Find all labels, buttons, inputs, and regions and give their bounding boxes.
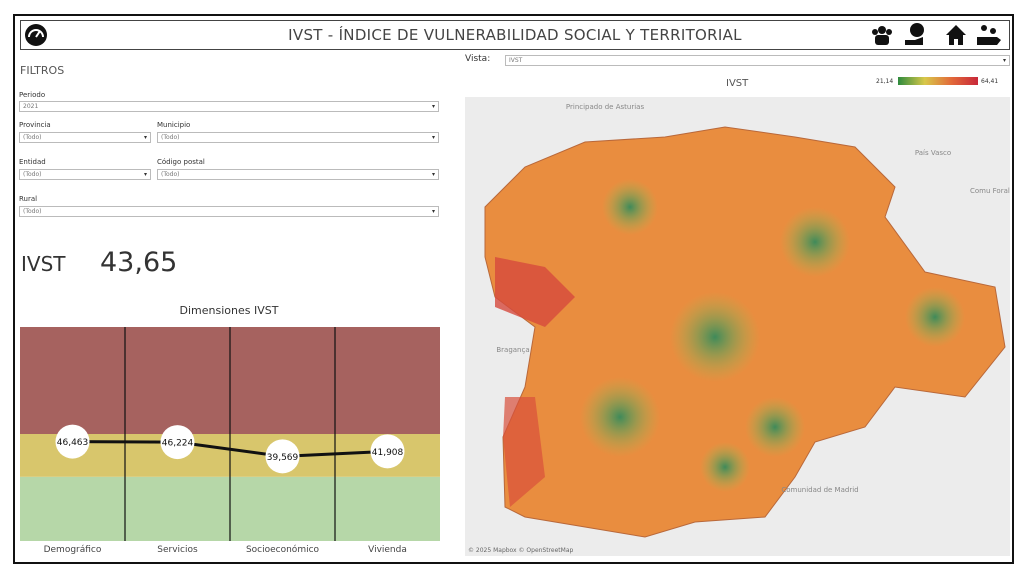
filter-label: Provincia bbox=[19, 121, 51, 129]
attribution: © 2025 Mapbox © OpenStreetMap bbox=[468, 547, 574, 554]
kpi-label: IVST bbox=[21, 252, 66, 276]
chart-title: Dimensiones IVST bbox=[180, 304, 279, 317]
filters-title: FILTROS bbox=[20, 64, 65, 77]
filter-label: Municipio bbox=[157, 121, 191, 129]
value-label: 46,463 bbox=[57, 438, 89, 448]
point bbox=[160, 425, 195, 460]
logo bbox=[25, 24, 47, 46]
x-tick-label: Demográfico bbox=[44, 545, 102, 555]
x-tick-label: Socioeconómico bbox=[246, 544, 320, 555]
kpi-value: 43,65 bbox=[100, 247, 178, 278]
title: IVST - ÍNDICE DE VULNERABILIDAD SOCIAL Y… bbox=[288, 26, 742, 44]
nav-icons[interactable] bbox=[869, 22, 1009, 48]
line bbox=[72, 440, 388, 458]
place-label: Principado de Asturias bbox=[566, 103, 645, 111]
view-select[interactable]: IVST bbox=[505, 55, 1010, 66]
filter-label: Código postal bbox=[157, 158, 205, 166]
place-label: Comunidad de Madrid bbox=[781, 486, 858, 494]
legend-gradient bbox=[898, 77, 978, 85]
map-title: IVST bbox=[726, 78, 749, 89]
filter-select[interactable]: (Todo) bbox=[157, 169, 439, 180]
point bbox=[370, 434, 405, 469]
filter-label: Entidad bbox=[19, 158, 46, 166]
filter-select[interactable]: 2021 bbox=[19, 101, 439, 112]
filter-select[interactable]: (Todo) bbox=[19, 206, 439, 217]
header: IVST - ÍNDICE DE VULNERABILIDAD SOCIAL Y… bbox=[20, 20, 1010, 50]
x-tick-label: Servicios bbox=[157, 545, 198, 555]
point bbox=[55, 424, 90, 459]
point bbox=[265, 439, 300, 474]
place-label: País Vasco bbox=[915, 149, 951, 157]
value-label: 46,224 bbox=[162, 439, 194, 449]
chart: Dimensiones IVST Demográfico Servicios Soc… bbox=[20, 304, 440, 555]
filter-select[interactable]: (Todo) bbox=[19, 132, 151, 143]
legend-max: 64,41 bbox=[981, 78, 999, 85]
legend-min: 21,14 bbox=[876, 78, 894, 85]
filter-label: Rural bbox=[19, 195, 38, 203]
filter-label: Periodo bbox=[19, 91, 46, 99]
map[interactable]: Principado de Asturias País Vasco Comu F… bbox=[465, 97, 1010, 556]
view-label: Vista: bbox=[465, 54, 491, 64]
frame bbox=[13, 14, 1014, 564]
place-label: Comu Foral Nava bbox=[970, 187, 1010, 195]
filter-select[interactable]: (Todo) bbox=[19, 169, 151, 180]
filter-select[interactable]: (Todo) bbox=[157, 132, 439, 143]
place-label: Bragança bbox=[496, 346, 529, 354]
value-label: 41,908 bbox=[372, 448, 404, 458]
x-tick-label: Vivienda bbox=[368, 545, 407, 555]
value-label: 39,569 bbox=[267, 453, 299, 463]
place-labels: Principado de Asturias País Vasco Comu F… bbox=[468, 103, 1010, 554]
